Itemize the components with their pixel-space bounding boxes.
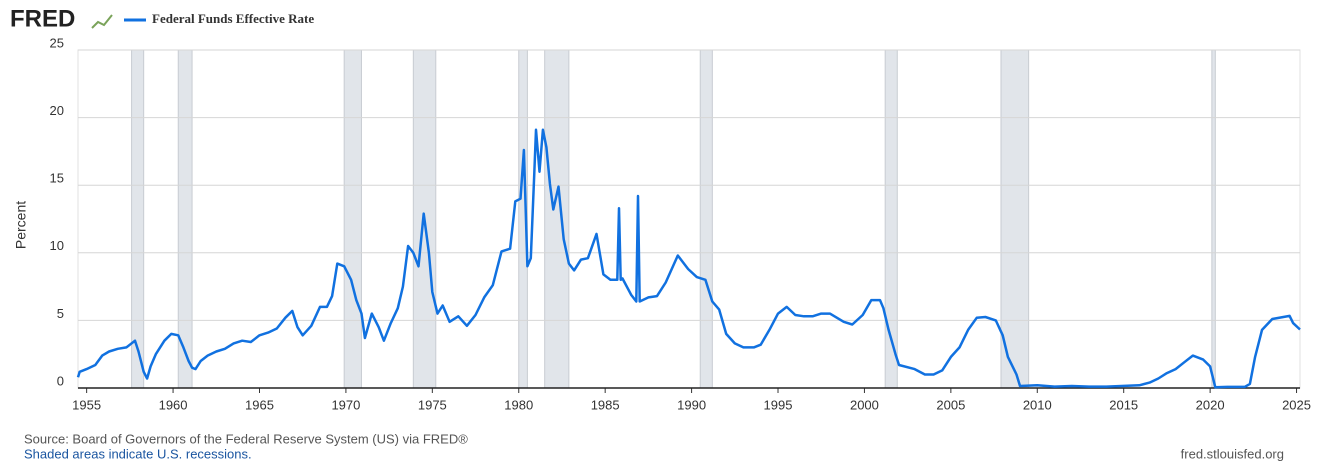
plot-area	[77, 49, 1301, 389]
legend-label: Federal Funds Effective Rate	[152, 11, 314, 26]
y-axis-label: Percent	[13, 201, 29, 249]
x-tick-label: 2025	[1282, 397, 1311, 412]
recession-band	[1211, 49, 1216, 389]
recession-band	[1000, 49, 1030, 389]
logo-icon	[91, 14, 113, 29]
x-tick-label: 2010	[1023, 397, 1052, 412]
site: fred.stlouisfed.org	[1181, 446, 1284, 461]
x-tick-label: 1970	[331, 397, 360, 412]
x-tick-label: 1955	[72, 397, 101, 412]
x-tick-label: 2020	[1196, 397, 1225, 412]
recession-band	[343, 49, 362, 389]
x-tick-label: 1965	[245, 397, 274, 412]
recession-band	[544, 49, 570, 389]
logo: FRED	[10, 5, 75, 32]
series-line	[76, 128, 1301, 389]
x-tick-label: 1990	[677, 397, 706, 412]
recession-band	[131, 49, 145, 389]
x-tick-label: 2000	[850, 397, 879, 412]
y-tick-label: 0	[57, 373, 64, 388]
note: Shaded areas indicate U.S. recessions.	[24, 446, 252, 461]
recession-band	[699, 49, 713, 389]
y-tick-label: 20	[50, 103, 64, 118]
x-tick-label: 2015	[1109, 397, 1138, 412]
y-tick-label: 10	[50, 238, 64, 253]
y-tick-label: 15	[50, 171, 64, 186]
x-tick-label: 1985	[591, 397, 620, 412]
x-tick-label: 2005	[936, 397, 965, 412]
y-tick-label: 5	[57, 306, 64, 321]
x-tick-label: 1960	[159, 397, 188, 412]
x-tick-label: 1995	[764, 397, 793, 412]
x-tick-label: 1980	[504, 397, 533, 412]
y-tick-label: 25	[50, 35, 64, 50]
x-tick-label: 1975	[418, 397, 447, 412]
source: Source: Board of Governors of the Federa…	[24, 431, 468, 446]
